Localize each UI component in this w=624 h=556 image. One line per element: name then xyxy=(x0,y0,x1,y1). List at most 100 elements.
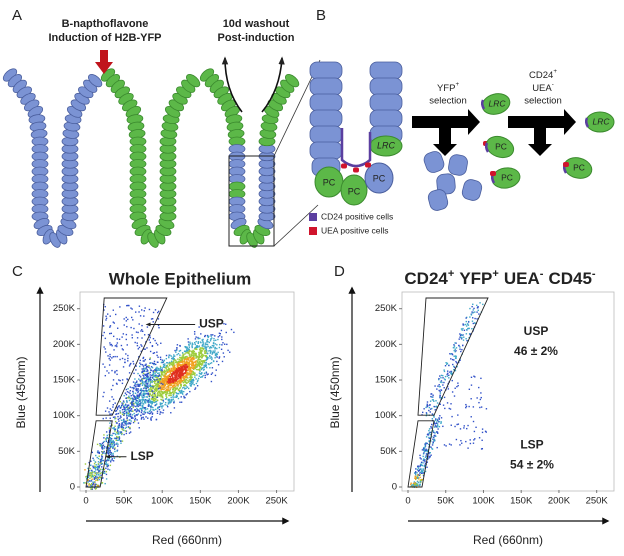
event-dot xyxy=(145,367,148,369)
event-dot xyxy=(426,401,429,403)
event-dot xyxy=(128,414,130,416)
event-dot xyxy=(184,364,186,366)
event-dot xyxy=(141,337,143,339)
event-dot xyxy=(176,344,179,346)
event-dot xyxy=(155,418,158,421)
event-dot xyxy=(100,474,102,476)
event-dot xyxy=(183,386,185,389)
event-dot xyxy=(195,348,197,350)
x-axis-label: Red (660nm) xyxy=(152,533,222,547)
event-dot xyxy=(98,478,101,481)
event-dot xyxy=(167,402,170,404)
induction-label: B-napthoflavone xyxy=(62,18,149,30)
event-dot xyxy=(136,337,139,339)
event-dot xyxy=(152,311,155,314)
event-dot xyxy=(172,382,174,385)
gate xyxy=(85,420,113,488)
event-dot xyxy=(168,363,170,365)
event-dot xyxy=(178,374,180,376)
event-dot xyxy=(118,438,121,440)
event-dot xyxy=(137,372,139,375)
event-dot xyxy=(420,461,423,464)
cell-label: PC xyxy=(348,186,361,196)
event-dot xyxy=(172,394,175,396)
event-dot xyxy=(128,304,130,307)
event-dot xyxy=(419,480,422,483)
event-dot xyxy=(165,370,168,372)
event-dot xyxy=(188,352,190,354)
washout-label: 10d washout xyxy=(223,18,290,30)
event-dot xyxy=(138,305,141,307)
event-dot xyxy=(96,456,98,459)
event-dot xyxy=(445,445,447,447)
event-dot xyxy=(204,365,207,368)
event-dot xyxy=(167,376,170,378)
event-dot xyxy=(426,405,428,408)
uea-spot xyxy=(353,167,359,173)
event-dot xyxy=(151,406,153,408)
uea-spot xyxy=(563,162,569,167)
event-dot xyxy=(211,337,213,339)
event-dot xyxy=(126,378,129,381)
event-dot xyxy=(167,371,170,373)
event-dot xyxy=(149,371,152,374)
event-dot xyxy=(115,413,117,416)
event-dot xyxy=(125,409,127,412)
event-dot xyxy=(415,471,417,473)
event-dot xyxy=(177,380,179,382)
event-dot xyxy=(202,369,205,371)
event-dot xyxy=(164,378,167,380)
event-dot xyxy=(433,436,435,439)
event-dot xyxy=(135,401,137,403)
event-dot xyxy=(186,358,188,361)
event-dot xyxy=(434,435,436,437)
event-dot xyxy=(134,416,136,418)
event-dot xyxy=(151,395,153,397)
event-dot xyxy=(110,453,112,455)
event-dot xyxy=(103,434,105,436)
event-dot xyxy=(425,406,427,409)
event-dot xyxy=(129,363,131,366)
event-dot xyxy=(168,384,170,386)
event-dot xyxy=(121,382,124,385)
event-dot xyxy=(127,407,129,409)
event-dot xyxy=(422,462,424,464)
event-dot xyxy=(438,377,440,380)
event-dot xyxy=(169,381,172,383)
event-dot xyxy=(182,374,184,377)
event-dot xyxy=(192,351,195,353)
event-dot xyxy=(145,416,147,418)
event-dot xyxy=(193,333,196,335)
event-dot xyxy=(131,386,133,389)
event-dot xyxy=(434,423,436,425)
event-dot xyxy=(195,368,198,371)
event-dot xyxy=(190,383,193,386)
event-dot xyxy=(116,433,119,435)
event-dot xyxy=(200,333,202,335)
event-dot xyxy=(86,485,89,487)
event-dot xyxy=(138,311,140,313)
event-dot xyxy=(473,307,475,310)
event-dot xyxy=(115,410,118,412)
event-dot xyxy=(417,467,420,469)
event-dot xyxy=(440,377,442,379)
event-dot xyxy=(439,375,441,377)
event-dot xyxy=(201,362,203,364)
event-dot xyxy=(166,392,168,395)
event-dot xyxy=(84,482,86,484)
event-dot xyxy=(101,453,103,456)
event-dot xyxy=(183,363,185,366)
event-dot xyxy=(169,384,172,387)
event-dot xyxy=(162,371,164,373)
event-dot xyxy=(421,478,423,481)
event-dot xyxy=(221,336,223,338)
event-dot xyxy=(184,367,187,370)
event-dot xyxy=(178,387,181,389)
event-dot xyxy=(419,471,422,474)
event-dot xyxy=(172,377,174,380)
event-dot xyxy=(225,331,227,334)
event-dot xyxy=(113,441,115,443)
event-dot xyxy=(181,390,183,393)
event-dot xyxy=(199,367,201,369)
event-dot xyxy=(187,341,190,343)
